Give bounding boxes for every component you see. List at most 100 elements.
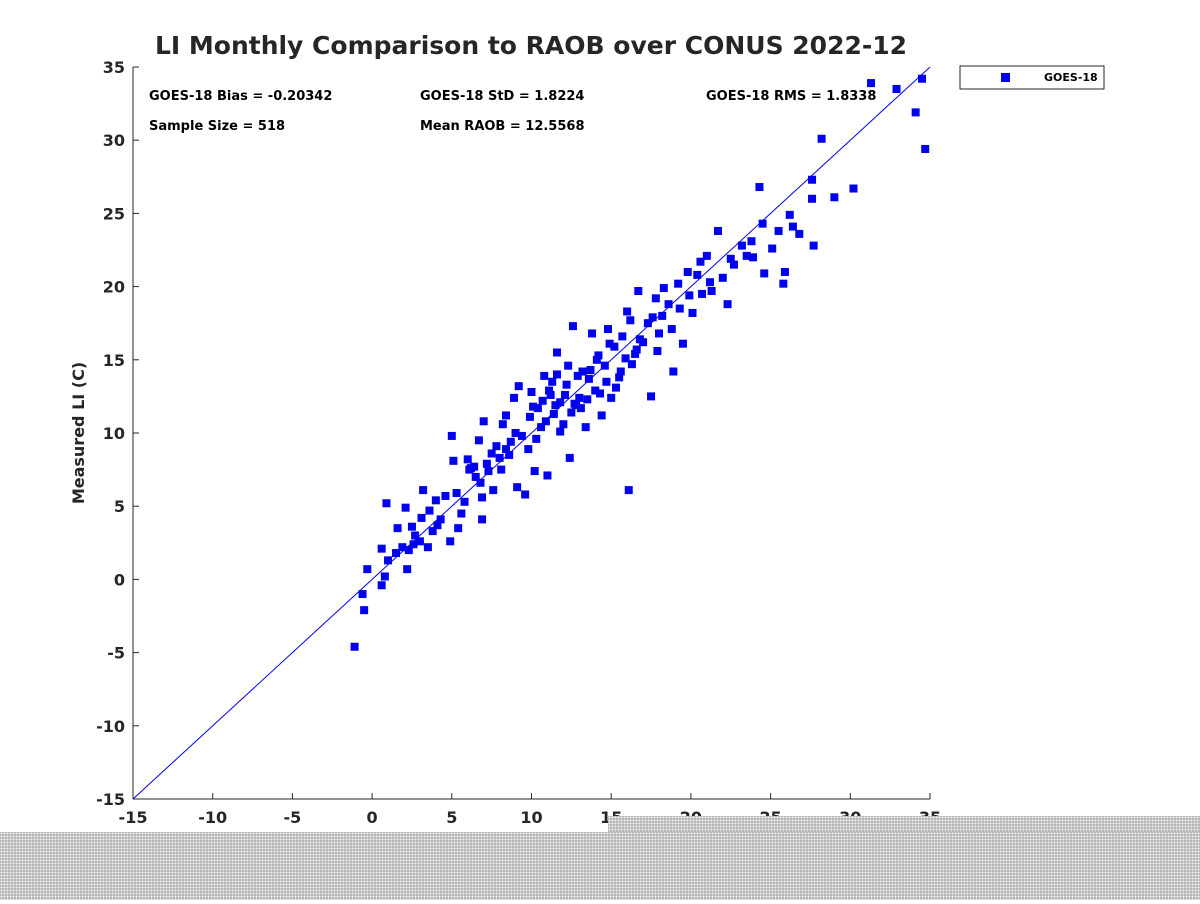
data-point [380,572,389,581]
x-tick-label: 5 [446,808,457,827]
data-point [602,377,611,386]
data-point [737,241,746,250]
data-point [584,374,593,383]
data-point [635,335,644,344]
data-point [698,289,707,298]
data-point [596,389,605,398]
data-point [723,300,732,309]
data-point [484,467,493,476]
data-point [627,360,636,369]
data-point [758,219,767,228]
data-point [497,465,506,474]
data-point [478,515,487,524]
data-point [409,540,418,549]
data-point [350,642,359,651]
data-points [350,74,930,651]
data-point [543,471,552,480]
data-point [513,483,522,492]
x-tick-label: -5 [284,808,302,827]
y-tick-label: 30 [103,131,125,150]
data-point [538,396,547,405]
data-point [431,496,440,505]
data-point [921,144,930,153]
data-point [634,286,643,295]
data-point [749,253,758,262]
data-point [586,366,595,375]
data-point [780,267,789,276]
data-point [529,402,538,411]
y-tick-label: -15 [96,790,125,809]
data-point [363,565,372,574]
data-point [545,386,554,395]
data-point [476,478,485,487]
data-point [567,408,576,417]
data-point [591,386,600,395]
data-point [808,194,817,203]
data-point [447,431,456,440]
data-point [615,373,624,382]
data-point [533,404,542,413]
data-point [809,241,818,250]
data-point [726,254,735,263]
data-point [487,449,496,458]
data-point [541,417,550,426]
data-point [713,226,722,235]
data-point [583,395,592,404]
data-point [808,175,817,184]
data-point [501,445,510,454]
data-point [417,513,426,522]
x-tick-label: 0 [367,808,378,827]
data-point [788,222,797,231]
y-tick-label: -10 [96,717,125,736]
data-point [433,521,442,530]
data-point [779,279,788,288]
data-point [466,464,475,473]
data-point [706,278,715,287]
data-point [506,437,515,446]
data-point [511,429,520,437]
data-point [817,134,826,143]
data-point [626,316,635,325]
data-point [532,434,541,443]
y-tick-label: 25 [103,204,125,223]
data-point [537,423,546,432]
occlusion-overlay [0,832,1200,900]
data-point [564,361,573,370]
data-point [604,325,613,334]
data-point [693,270,702,279]
data-point [540,371,549,380]
data-point [419,486,428,495]
data-point [647,392,656,401]
data-point [685,291,694,300]
chart-title: LI Monthly Comparison to RAOB over CONUS… [155,31,907,60]
data-point [407,522,416,531]
y-tick-label: 15 [103,351,125,370]
data-point [556,427,565,436]
y-tick-label: 10 [103,424,125,443]
data-point [742,251,751,260]
data-point [556,398,565,407]
data-point [911,108,920,117]
data-point [658,311,667,320]
data-point [517,431,526,440]
data-point [452,489,461,498]
data-point [605,339,614,348]
data-point [392,549,401,558]
legend-label: GOES-18 [1044,71,1098,84]
data-point [618,332,627,341]
data-point [576,404,585,413]
data-point [830,193,839,202]
data-point [546,390,555,399]
data-point [610,342,619,351]
y-tick-label: -5 [107,644,125,663]
data-point [653,347,662,356]
data-point [401,503,410,512]
data-point [449,456,458,465]
data-point [415,537,424,546]
data-point [425,506,434,515]
data-point [655,329,664,338]
data-point [696,257,705,266]
data-point [454,524,463,533]
data-point [549,409,558,418]
